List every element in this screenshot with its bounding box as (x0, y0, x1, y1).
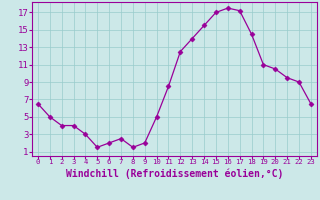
X-axis label: Windchill (Refroidissement éolien,°C): Windchill (Refroidissement éolien,°C) (66, 168, 283, 179)
